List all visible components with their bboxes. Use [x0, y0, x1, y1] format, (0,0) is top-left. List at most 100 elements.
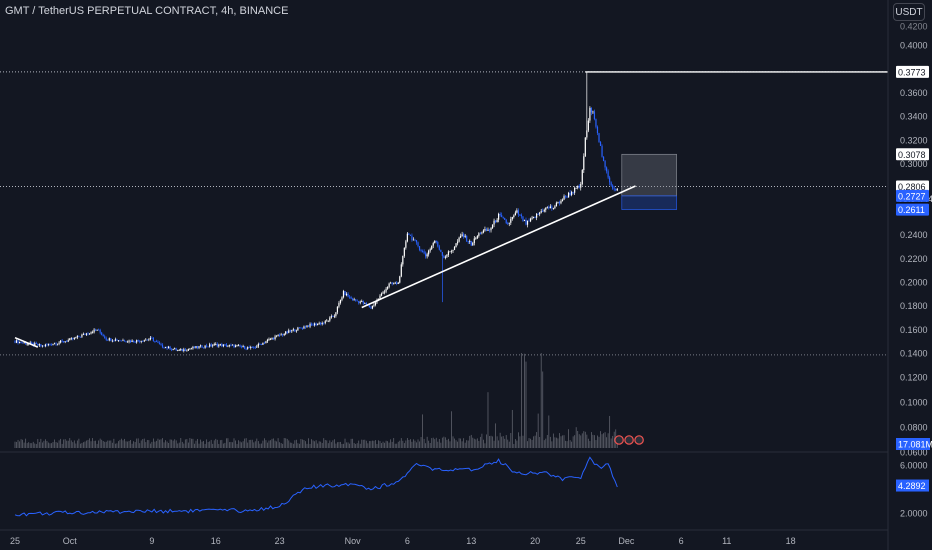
candle-body: [523, 219, 526, 221]
volume-bar: [394, 443, 396, 448]
candle-body: [338, 302, 340, 307]
candle-body: [101, 332, 103, 335]
candle-body: [421, 250, 424, 252]
candle-body: [291, 330, 293, 332]
candle-body: [145, 339, 147, 341]
volume-bar: [309, 443, 311, 448]
candle-body: [437, 241, 439, 247]
volume-bar: [513, 443, 515, 448]
candle-body: [73, 337, 75, 339]
candle-body: [268, 338, 270, 340]
volume-bar: [257, 441, 259, 448]
volume-bar: [273, 438, 274, 448]
candle-body: [444, 256, 446, 258]
candle-body: [60, 340, 62, 343]
candle-body: [552, 208, 554, 209]
candle-body: [332, 316, 334, 317]
candle-body: [164, 347, 167, 349]
candle-body: [528, 220, 530, 222]
candle-body: [423, 251, 425, 254]
candle-body: [484, 229, 486, 231]
price-label-box: [896, 65, 929, 78]
volume-bar: [279, 442, 281, 448]
candle-body: [154, 341, 156, 342]
volume-bar: [256, 438, 258, 448]
volume-bar: [514, 439, 516, 448]
candle-body: [90, 332, 92, 334]
volume-bar: [192, 438, 194, 448]
volume-bar: [300, 438, 302, 448]
volume-bar: [604, 432, 606, 448]
volume-bar: [108, 440, 110, 448]
candle-body: [361, 301, 363, 302]
volume-bar: [327, 443, 329, 448]
candle-body: [551, 206, 553, 209]
candle-body: [166, 347, 168, 349]
candle-body: [187, 348, 189, 351]
price-tick-label: 0.3600: [900, 88, 928, 98]
indicator-line: [14, 456, 618, 517]
price-label-text: 0.2611: [898, 205, 925, 215]
candle-body: [190, 348, 193, 350]
candle-body: [548, 207, 550, 209]
candle-body: [609, 177, 611, 183]
volume-bar: [254, 441, 256, 448]
candle-body: [22, 342, 24, 344]
volume-bar: [396, 443, 398, 448]
candle-body: [288, 330, 290, 333]
volume-bar: [83, 442, 84, 448]
candle-body: [461, 234, 463, 236]
candle-body: [464, 235, 466, 237]
candle-body: [339, 299, 342, 303]
volume-bar: [206, 439, 208, 448]
volume-bar: [145, 442, 147, 448]
event-marker-icon: [614, 435, 624, 445]
volume-bar: [539, 437, 541, 448]
candle-body: [356, 300, 358, 302]
volume-bar: [337, 442, 338, 448]
volume-bar: [531, 439, 533, 448]
volume-bar: [333, 439, 335, 448]
volume-bar: [370, 441, 372, 448]
volume-bar: [589, 441, 591, 448]
volume-bar: [406, 438, 408, 448]
price-label-text: 0.3078: [898, 150, 926, 160]
candle-body: [81, 334, 83, 337]
volume-bar: [125, 441, 127, 448]
candle-body: [450, 250, 453, 252]
candle-body: [453, 246, 456, 250]
candle-body: [589, 107, 591, 121]
volume-bar: [592, 434, 594, 448]
volume-bar: [323, 438, 325, 448]
currency-button[interactable]: USDT: [893, 3, 925, 21]
candle-body: [574, 188, 576, 193]
volume-bar: [425, 443, 427, 448]
volume-bar: [23, 442, 25, 448]
candle-body: [126, 341, 129, 343]
volume-bar: [274, 440, 276, 448]
volume-bar: [58, 440, 60, 448]
volume-bar: [580, 435, 582, 448]
candle-body: [248, 347, 250, 348]
candle-body: [56, 343, 59, 345]
candle-body: [283, 333, 285, 336]
volume-bar: [213, 440, 215, 448]
volume-bar: [376, 443, 378, 448]
candle-body: [353, 299, 355, 301]
candle-body: [72, 338, 74, 340]
volume-bar: [361, 439, 363, 448]
candle-body: [18, 341, 21, 344]
volume-bar: [270, 440, 271, 448]
candle-body: [69, 338, 71, 341]
volume-bar: [343, 443, 344, 448]
candle-body: [300, 327, 302, 329]
volume-bar: [490, 435, 492, 448]
candle-body: [131, 340, 133, 343]
candle-body: [560, 201, 562, 204]
volume-bar: [554, 437, 556, 448]
volume-bar: [157, 438, 159, 448]
candle-body: [566, 196, 568, 198]
volume-bar: [527, 441, 528, 448]
candle-body: [379, 295, 381, 299]
